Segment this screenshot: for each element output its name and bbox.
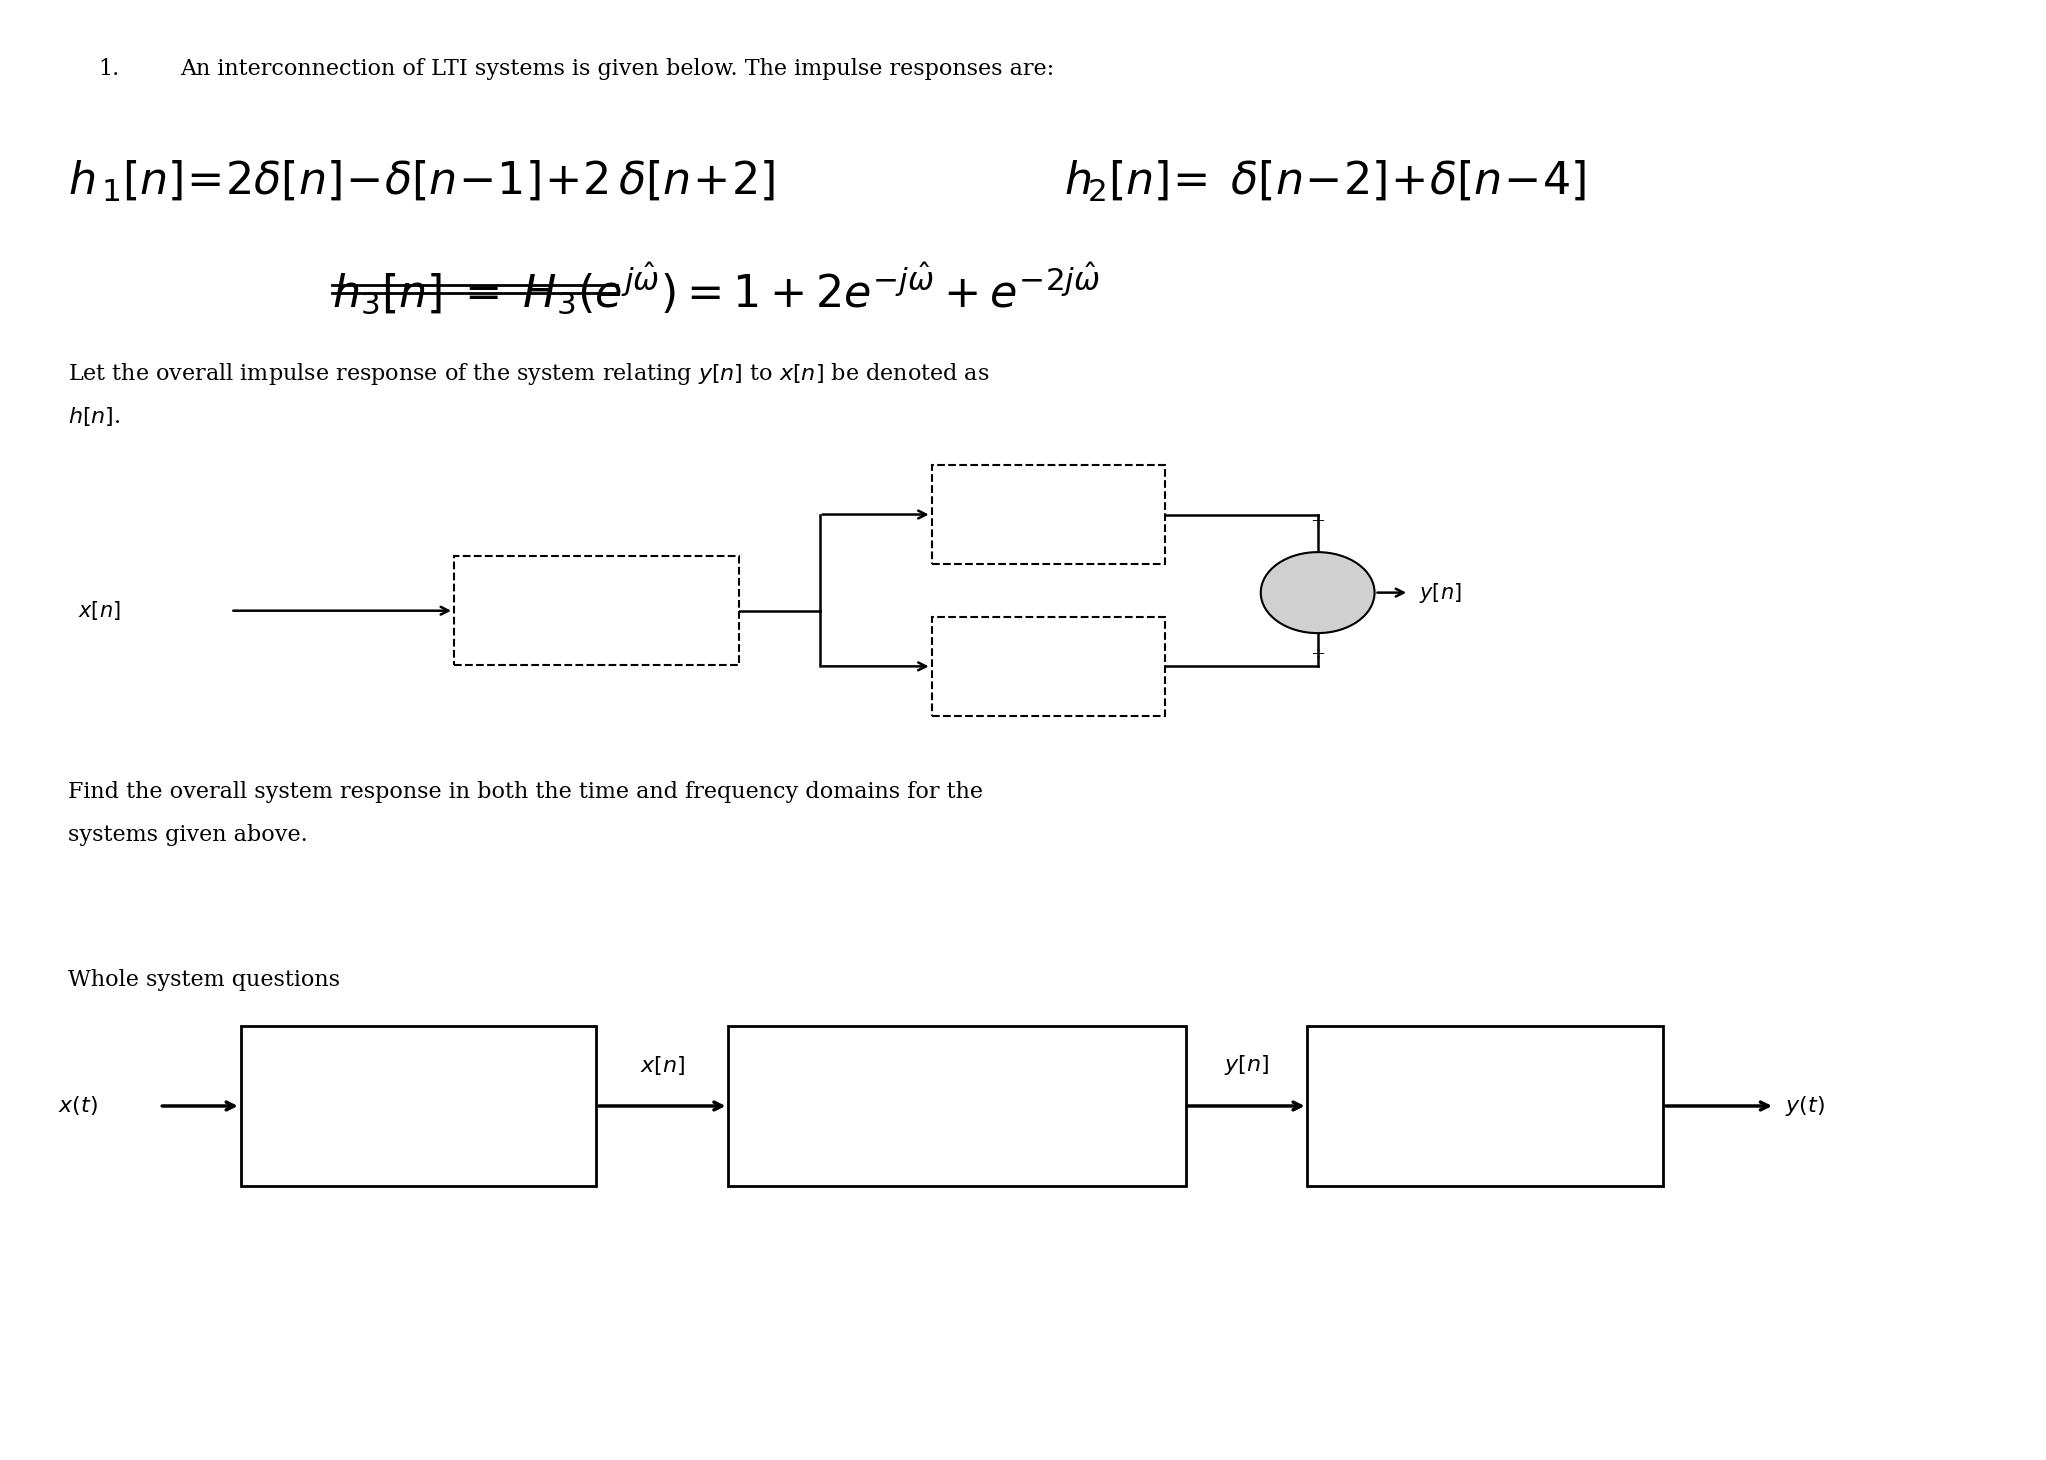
Text: systems given above.: systems given above.: [68, 823, 307, 845]
Text: $h_{\!2}[n]\!=\;\delta[n\!-\!2]\!+\!\delta[n\!-\!4]$: $h_{\!2}[n]\!=\;\delta[n\!-\!2]\!+\!\del…: [1064, 159, 1586, 204]
Text: 1.: 1.: [98, 57, 119, 79]
Bar: [931, 466, 1166, 564]
Text: $y(t)$: $y(t)$: [1784, 1094, 1825, 1118]
Bar: [454, 556, 739, 664]
Text: $x[n]$: $x[n]$: [640, 1054, 685, 1077]
Text: $h_3[n]$: $h_3[n]$: [1025, 656, 1072, 677]
Text: Let the overall impulse response of the system relating $y[n]$ to $x[n]$ be deno: Let the overall impulse response of the …: [68, 361, 990, 387]
Text: $h_3[n]\;=\;H_3(e^{j\hat{\omega}})=1+2e^{-j\hat{\omega}}+e^{-2j\hat{\omega}}$: $h_3[n]\;=\;H_3(e^{j\hat{\omega}})=1+2e^…: [331, 260, 1101, 315]
Bar: [241, 1026, 595, 1186]
Text: Whole system questions: Whole system questions: [68, 968, 340, 990]
Text: $y[n]$: $y[n]$: [1420, 581, 1463, 604]
Bar: [728, 1026, 1185, 1186]
Circle shape: [1260, 552, 1375, 634]
Text: $h[n]$.: $h[n]$.: [68, 404, 121, 428]
Bar: [1307, 1026, 1663, 1186]
Text: ÷: ÷: [1309, 645, 1326, 663]
Text: $h_2[n]$: $h_2[n]$: [1025, 504, 1072, 526]
Text: $H(e^{j\hat{\omega}})$: $H(e^{j\hat{\omega}})$: [913, 1086, 1003, 1126]
Text: $h_1[n]$: $h_1[n]$: [571, 600, 622, 622]
Text: +: +: [1309, 512, 1326, 530]
Text: $y[n]$: $y[n]$: [1224, 1053, 1269, 1077]
Text: A-to-D: A-to-D: [379, 1095, 458, 1117]
Text: $x(t)$: $x(t)$: [57, 1095, 98, 1117]
Text: $h_{\,1}[n]\!=\!2\delta[n]\!-\!\delta[n\!-\!1]\!+\!2\,\delta[n\!+\!2]$: $h_{\,1}[n]\!=\!2\delta[n]\!-\!\delta[n\…: [68, 159, 775, 204]
Text: $x[n]$: $x[n]$: [78, 599, 121, 622]
Bar: [931, 618, 1166, 715]
Text: Find the overall system response in both the time and frequency domains for the: Find the overall system response in both…: [68, 781, 982, 803]
Text: D-to-A: D-to-A: [1444, 1095, 1526, 1117]
Text: An interconnection of LTI systems is given below. The impulse responses are:: An interconnection of LTI systems is giv…: [180, 57, 1054, 79]
